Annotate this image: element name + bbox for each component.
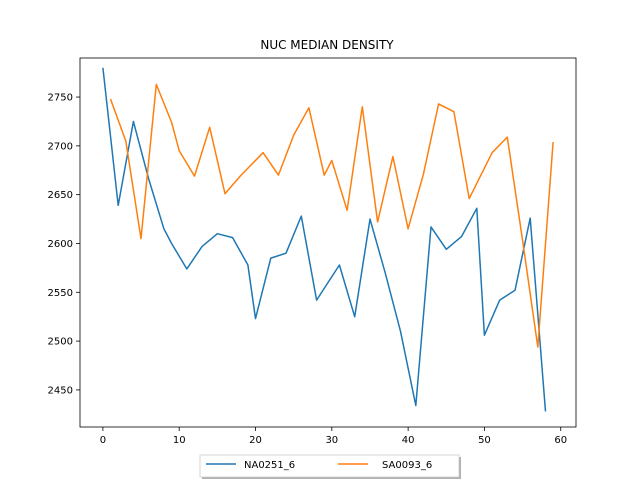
x-axis: 0 10 20 30 40 50 60 bbox=[100, 427, 567, 446]
legend-label-sa0093-6: SA0093_6 bbox=[382, 460, 432, 471]
series-line-sa0093-6 bbox=[109, 83, 554, 348]
x-tick-label: 40 bbox=[402, 435, 415, 446]
series-line-na0251-6 bbox=[102, 67, 547, 412]
y-tick-label: 2450 bbox=[48, 385, 73, 396]
y-tick-label: 2650 bbox=[48, 190, 73, 201]
legend-label-na0251-6: NA0251_6 bbox=[244, 460, 295, 471]
series-lines bbox=[102, 67, 554, 412]
y-axis: 2450 2500 2550 2600 2650 2700 2750 bbox=[48, 93, 80, 396]
x-tick-label: 10 bbox=[173, 435, 186, 446]
y-tick-label: 2500 bbox=[48, 337, 73, 348]
x-tick-label: 50 bbox=[478, 435, 491, 446]
y-tick-label: 2550 bbox=[48, 288, 73, 299]
x-tick-label: 30 bbox=[325, 435, 338, 446]
y-tick-label: 2700 bbox=[48, 141, 73, 152]
x-tick-label: 60 bbox=[554, 435, 567, 446]
chart-title: NUC MEDIAN DENSITY bbox=[260, 38, 394, 52]
legend: NA0251_6 SA0093_6 bbox=[199, 454, 461, 479]
plot-area bbox=[79, 57, 577, 428]
legend-box bbox=[199, 454, 460, 478]
y-tick-label: 2600 bbox=[48, 239, 73, 250]
y-tick-label: 2750 bbox=[48, 93, 73, 104]
x-tick-label: 20 bbox=[249, 435, 262, 446]
x-tick-label: 0 bbox=[100, 435, 106, 446]
